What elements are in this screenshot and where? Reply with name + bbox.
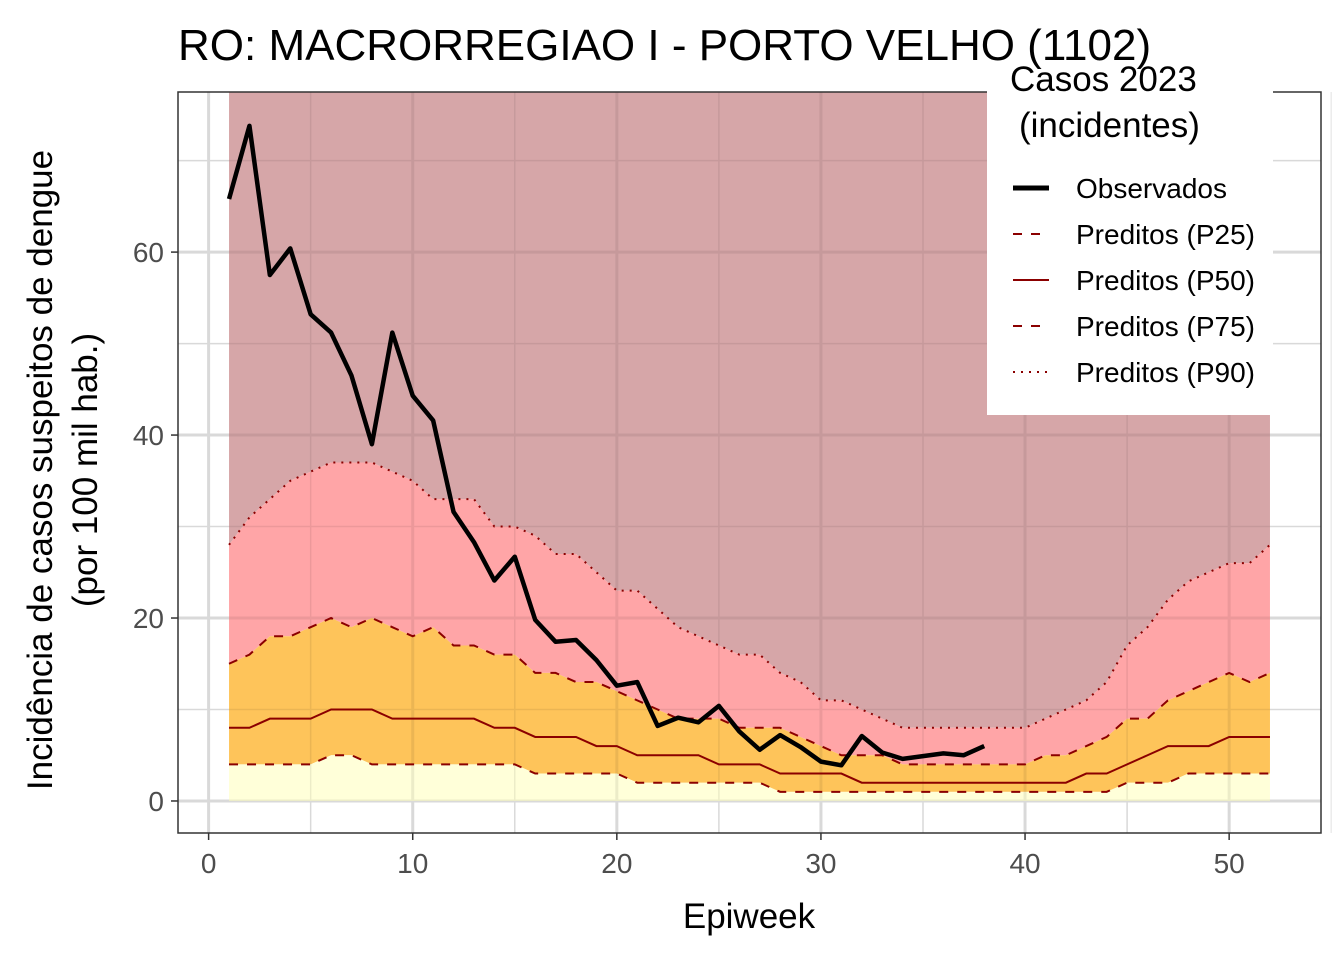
legend-label: Preditos (P50) <box>1076 265 1255 296</box>
legend-entry: Preditos (P90) <box>1013 357 1255 388</box>
y-axis-title-line-2: (por 100 mil hab.) <box>66 333 105 607</box>
chart-title: RO: MACRORREGIAO I - PORTO VELHO (1102) <box>178 21 1151 70</box>
x-tick-label: 20 <box>601 848 632 879</box>
legend-label: Observados <box>1076 173 1227 204</box>
y-axis: 0 20 40 60 <box>133 237 178 817</box>
band-p75-p90 <box>229 462 1270 765</box>
preditos-p25-line <box>229 754 1270 793</box>
y-tick-label: 60 <box>133 237 164 268</box>
band-below-p25 <box>229 755 1270 801</box>
y-axis-title-line-1: Incidência de casos suspeitos de dengue <box>21 150 60 790</box>
legend-title-line-2: (incidentes) <box>1019 106 1200 145</box>
legend: Casos 2023 (incidentes) Observados Predit… <box>987 60 1273 415</box>
x-tick-label: 30 <box>805 848 836 879</box>
legend-label: Preditos (P25) <box>1076 219 1255 250</box>
y-tick-label: 20 <box>133 603 164 634</box>
x-tick-label: 10 <box>397 848 428 879</box>
legend-title-line-1: Casos 2023 <box>1010 60 1197 99</box>
x-tick-label: 50 <box>1214 848 1245 879</box>
observed-line <box>226 123 986 768</box>
plot-panel-border <box>177 91 1322 834</box>
legend-entry: Preditos (P50) <box>1013 265 1255 296</box>
preditos-p90-line <box>228 461 1271 729</box>
prediction-lines <box>228 461 1271 793</box>
y-tick-label: 0 <box>148 786 164 817</box>
legend-entries: Observados Preditos (P25) Preditos (P50) Pr… <box>1013 173 1255 388</box>
legend-background <box>987 82 1273 415</box>
legend-label: Preditos (P75) <box>1076 311 1255 342</box>
x-axis: 0 10 20 30 40 50 <box>201 833 1245 879</box>
observed-line-group <box>226 123 986 768</box>
legend-entry: Preditos (P75) <box>1013 311 1255 342</box>
preditos-p50-line <box>229 708 1270 784</box>
y-tick-label: 40 <box>133 420 164 451</box>
y-axis-title: Incidência de casos suspeitos de dengue … <box>21 150 105 790</box>
band-p25-p75 <box>229 618 1270 792</box>
x-axis-title: Epiweek <box>683 897 816 936</box>
x-tick-label: 0 <box>201 848 217 879</box>
x-tick-label: 40 <box>1009 848 1040 879</box>
legend-label: Preditos (P90) <box>1076 357 1255 388</box>
legend-entry: Preditos (P25) <box>1013 219 1255 250</box>
legend-entry: Observados <box>1013 173 1227 204</box>
